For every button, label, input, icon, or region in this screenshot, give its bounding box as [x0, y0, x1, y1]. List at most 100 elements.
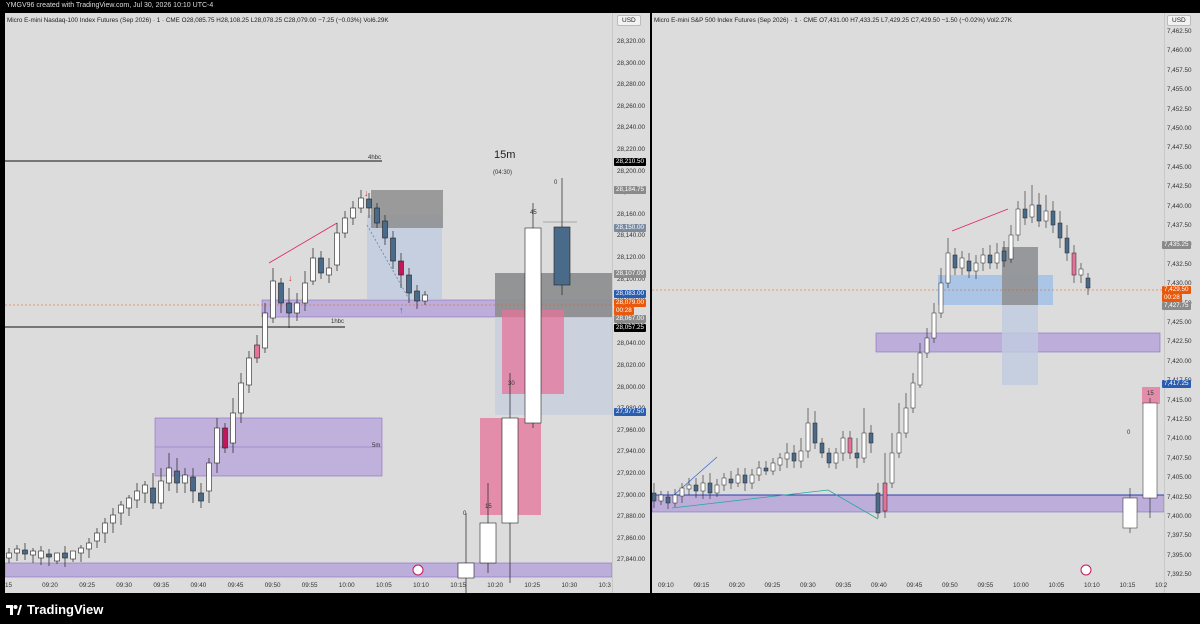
sp-candle: [1043, 210, 1049, 222]
price-tag-blue: 28,083.00: [614, 290, 647, 298]
candle-label-0-top: 0: [554, 180, 558, 186]
sp-candle: [707, 482, 713, 494]
nasdaq-time-tick: 15: [5, 582, 13, 589]
sp-candle: [931, 312, 937, 339]
sp-candle: [875, 492, 881, 514]
nasdaq-candle: [310, 257, 316, 282]
sp-candle: [742, 474, 748, 484]
nasdaq-candle: [142, 484, 148, 494]
sp500-price-tick: 7,460.00: [1167, 47, 1192, 55]
nasdaq-candle: [70, 550, 76, 560]
nasdaq-candle: [326, 267, 332, 276]
sp-candle: [665, 496, 671, 504]
price-tag-last-timer: 00:28: [614, 307, 634, 315]
candle-label-15-right: 15: [1147, 391, 1154, 397]
nasdaq-candle: [254, 344, 260, 359]
sp500-time-tick: 09:50: [942, 582, 958, 589]
nasdaq-candle: [102, 522, 108, 534]
price-tag-right-low: 7,427.75: [1162, 302, 1191, 310]
nasdaq-price-tick: 28,160.00: [617, 210, 646, 218]
nasdaq-candle: [166, 467, 172, 484]
sp-candle: [1071, 252, 1077, 276]
price-tag-4hbc: 28,210.50: [614, 158, 647, 166]
price-tag-right-blue: 7,417.25: [1162, 380, 1191, 388]
zone-blue-range: [367, 215, 442, 299]
sp-candle: [917, 352, 923, 386]
nasdaq-chart-canvas[interactable]: ↓ ↓ ↑ ↑: [5, 13, 613, 593]
sp-candle: [847, 437, 853, 454]
nasdaq-candle: [278, 282, 284, 304]
nasdaq-candle: [62, 552, 68, 559]
nasdaq-price-tick: 28,240.00: [617, 124, 646, 132]
sp500-price-tick: 7,422.50: [1167, 338, 1192, 346]
sp500-price-tick: 7,405.00: [1167, 474, 1192, 482]
candle-label-30: 30: [508, 381, 515, 387]
sp500-time-tick: 09:25: [764, 582, 781, 589]
nasdaq-time-tick: 09:30: [116, 582, 133, 589]
candle-label-15: 15: [485, 504, 492, 510]
nasdaq-price-tick: 27,940.00: [617, 448, 646, 456]
nasdaq-price-tick: 28,040.00: [617, 340, 646, 348]
nasdaq-symbol-legend[interactable]: Micro E-mini Nasdaq-100 Index Futures (S…: [7, 17, 389, 24]
timeframe-countdown: (04:30): [493, 170, 513, 176]
nasdaq-candle: [366, 198, 372, 209]
nasdaq-candle: [553, 226, 571, 286]
sp-candle: [966, 260, 972, 272]
nasdaq-candle: [126, 497, 132, 509]
nasdaq-chart-pane[interactable]: Micro E-mini Nasdaq-100 Index Futures (S…: [5, 13, 649, 593]
nasdaq-candle: [374, 207, 380, 224]
sp-candle: [714, 484, 720, 494]
sp500-price-tick: 7,420.00: [1167, 357, 1192, 365]
nasdaq-candle: [198, 492, 204, 502]
nasdaq-candle: [350, 207, 356, 219]
sp-candle: [756, 467, 762, 476]
sp-candle: [679, 487, 685, 497]
sp-candle: [868, 432, 874, 444]
nasdaq-candle: [262, 312, 268, 349]
sp-candle: [854, 452, 860, 459]
sp-candle: [1085, 277, 1091, 289]
zone-purple-bottom: [5, 562, 613, 578]
sp500-symbol-legend[interactable]: Micro E-mini S&P 500 Index Futures (Sep …: [654, 17, 1012, 24]
sp500-chart-canvas[interactable]: [652, 13, 1164, 593]
sp-candle: [763, 467, 769, 472]
sp500-currency-badge[interactable]: USD: [1167, 15, 1191, 26]
sp-candle: [882, 482, 888, 512]
price-tag-gray-high: 28,184.75: [614, 186, 647, 194]
sp-candle: [896, 432, 902, 454]
sp500-time-tick: 10:05: [1048, 582, 1065, 589]
sp-trendline-red: [951, 208, 1009, 232]
sp-lightning-icon: [1080, 564, 1092, 576]
nasdaq-currency-badge[interactable]: USD: [617, 15, 641, 26]
nasdaq-candle: [318, 257, 324, 274]
nasdaq-time-tick: 10:00: [338, 582, 355, 589]
nasdaq-candle: [174, 470, 180, 484]
nasdaq-candle: [270, 280, 276, 319]
nasdaq-candle: [501, 417, 519, 524]
sp-candle: [798, 450, 804, 462]
nasdaq-candle: [54, 552, 60, 562]
sp500-price-tick: 7,410.00: [1167, 435, 1192, 443]
sp-trendline-teal: [671, 489, 879, 520]
sp-candle: [938, 282, 944, 314]
sp-candle: [1029, 204, 1035, 218]
screenshot-caption: YMGV96 created with TradingView.com, Jul…: [0, 0, 1200, 12]
tradingview-logo[interactable]: TradingView: [6, 602, 103, 617]
sp500-price-tick: 7,450.00: [1167, 125, 1192, 132]
zone-gray-top: [371, 190, 443, 228]
sp500-price-tick: 7,407.50: [1167, 454, 1192, 462]
nasdaq-price-tick: 28,260.00: [617, 102, 646, 110]
nasdaq-price-tick: 27,860.00: [617, 534, 646, 542]
sp500-time-tick: 09:45: [906, 582, 923, 589]
sp-candle: [658, 494, 664, 502]
nasdaq-candle: [414, 290, 420, 302]
price-tag-1hbc: 28,057.25: [614, 324, 647, 332]
nasdaq-time-tick: 09:20: [42, 582, 58, 589]
price-tag-last: 28,079.00: [614, 299, 647, 307]
sp500-price-tick: 7,445.00: [1167, 163, 1192, 171]
sp500-chart-pane[interactable]: Micro E-mini S&P 500 Index Futures (Sep …: [652, 13, 1164, 593]
sp500-price-tick: 7,425.00: [1167, 319, 1192, 326]
sp500-price-tick: 7,432.50: [1167, 260, 1192, 268]
nasdaq-price-tick: 27,840.00: [617, 556, 646, 564]
sp500-price-tick: 7,412.50: [1167, 416, 1192, 423]
